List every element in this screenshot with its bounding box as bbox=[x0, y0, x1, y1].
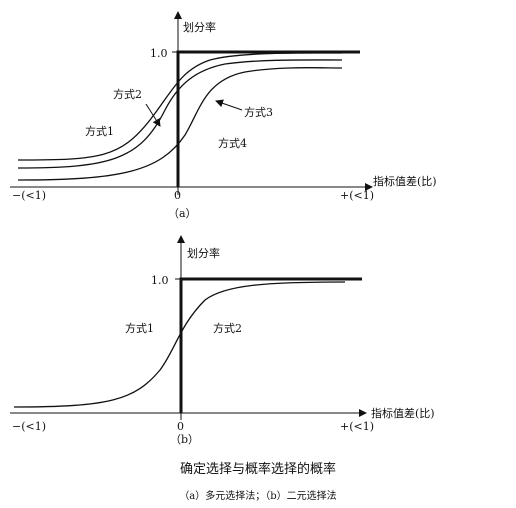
a-y-axis-label: 划分率 bbox=[183, 20, 216, 34]
diagram-b: 划分率 1.0 0 −(<1) +(<1) 指标值差(比) （b） 方式1 方式… bbox=[10, 235, 435, 446]
b-label-method-1: 方式1 bbox=[125, 321, 154, 335]
a-curve-method-2 bbox=[17, 59, 343, 169]
figure-subtitle: （a）多元选择法；（b）二元选择法 bbox=[179, 491, 337, 502]
b-x-right-label: +(<1) bbox=[340, 420, 374, 433]
a-curve-method-3 bbox=[17, 67, 343, 181]
a-step-function bbox=[176, 50, 360, 187]
b-origin-label: 0 bbox=[177, 420, 184, 433]
a-leader-method-2 bbox=[145, 103, 161, 127]
b-panel-label: （b） bbox=[170, 433, 199, 446]
b-y-tick-label: 1.0 bbox=[151, 274, 169, 287]
a-x-left-label: −(<1) bbox=[12, 189, 46, 202]
a-label-method-2: 方式2 bbox=[113, 87, 142, 101]
a-x-right-label: +(<1) bbox=[340, 189, 374, 202]
b-step-function bbox=[179, 277, 362, 413]
a-y-tick-label: 1.0 bbox=[150, 47, 168, 60]
b-curve-logistic bbox=[13, 281, 346, 408]
figure-title: 确定选择与概率选择的概率 bbox=[179, 462, 336, 477]
a-label-method-1: 方式1 bbox=[85, 124, 114, 138]
a-x-axis-label: 指标值差(比) bbox=[373, 174, 437, 188]
a-curve-method-1 bbox=[17, 52, 343, 161]
b-y-axis-label: 划分率 bbox=[187, 246, 220, 260]
b-x-axis-label: 指标值差(比) bbox=[371, 406, 435, 420]
a-label-method-4: 方式4 bbox=[218, 136, 247, 150]
a-panel-label: （a） bbox=[168, 207, 197, 220]
a-origin-label: 0 bbox=[174, 189, 181, 202]
diagram-a: 划分率 1.0 0 −(<1) +(<1) 指标值差(比) （a） 方式1 方式… bbox=[10, 11, 437, 220]
b-x-left-label: −(<1) bbox=[12, 420, 46, 433]
a-leader-method-3 bbox=[215, 99, 243, 111]
b-label-method-2: 方式2 bbox=[213, 321, 242, 335]
a-label-method-3: 方式3 bbox=[244, 105, 273, 119]
selection-probability-diagram: 划分率 1.0 0 −(<1) +(<1) 指标值差(比) （a） 方式1 方式… bbox=[10, 11, 437, 446]
